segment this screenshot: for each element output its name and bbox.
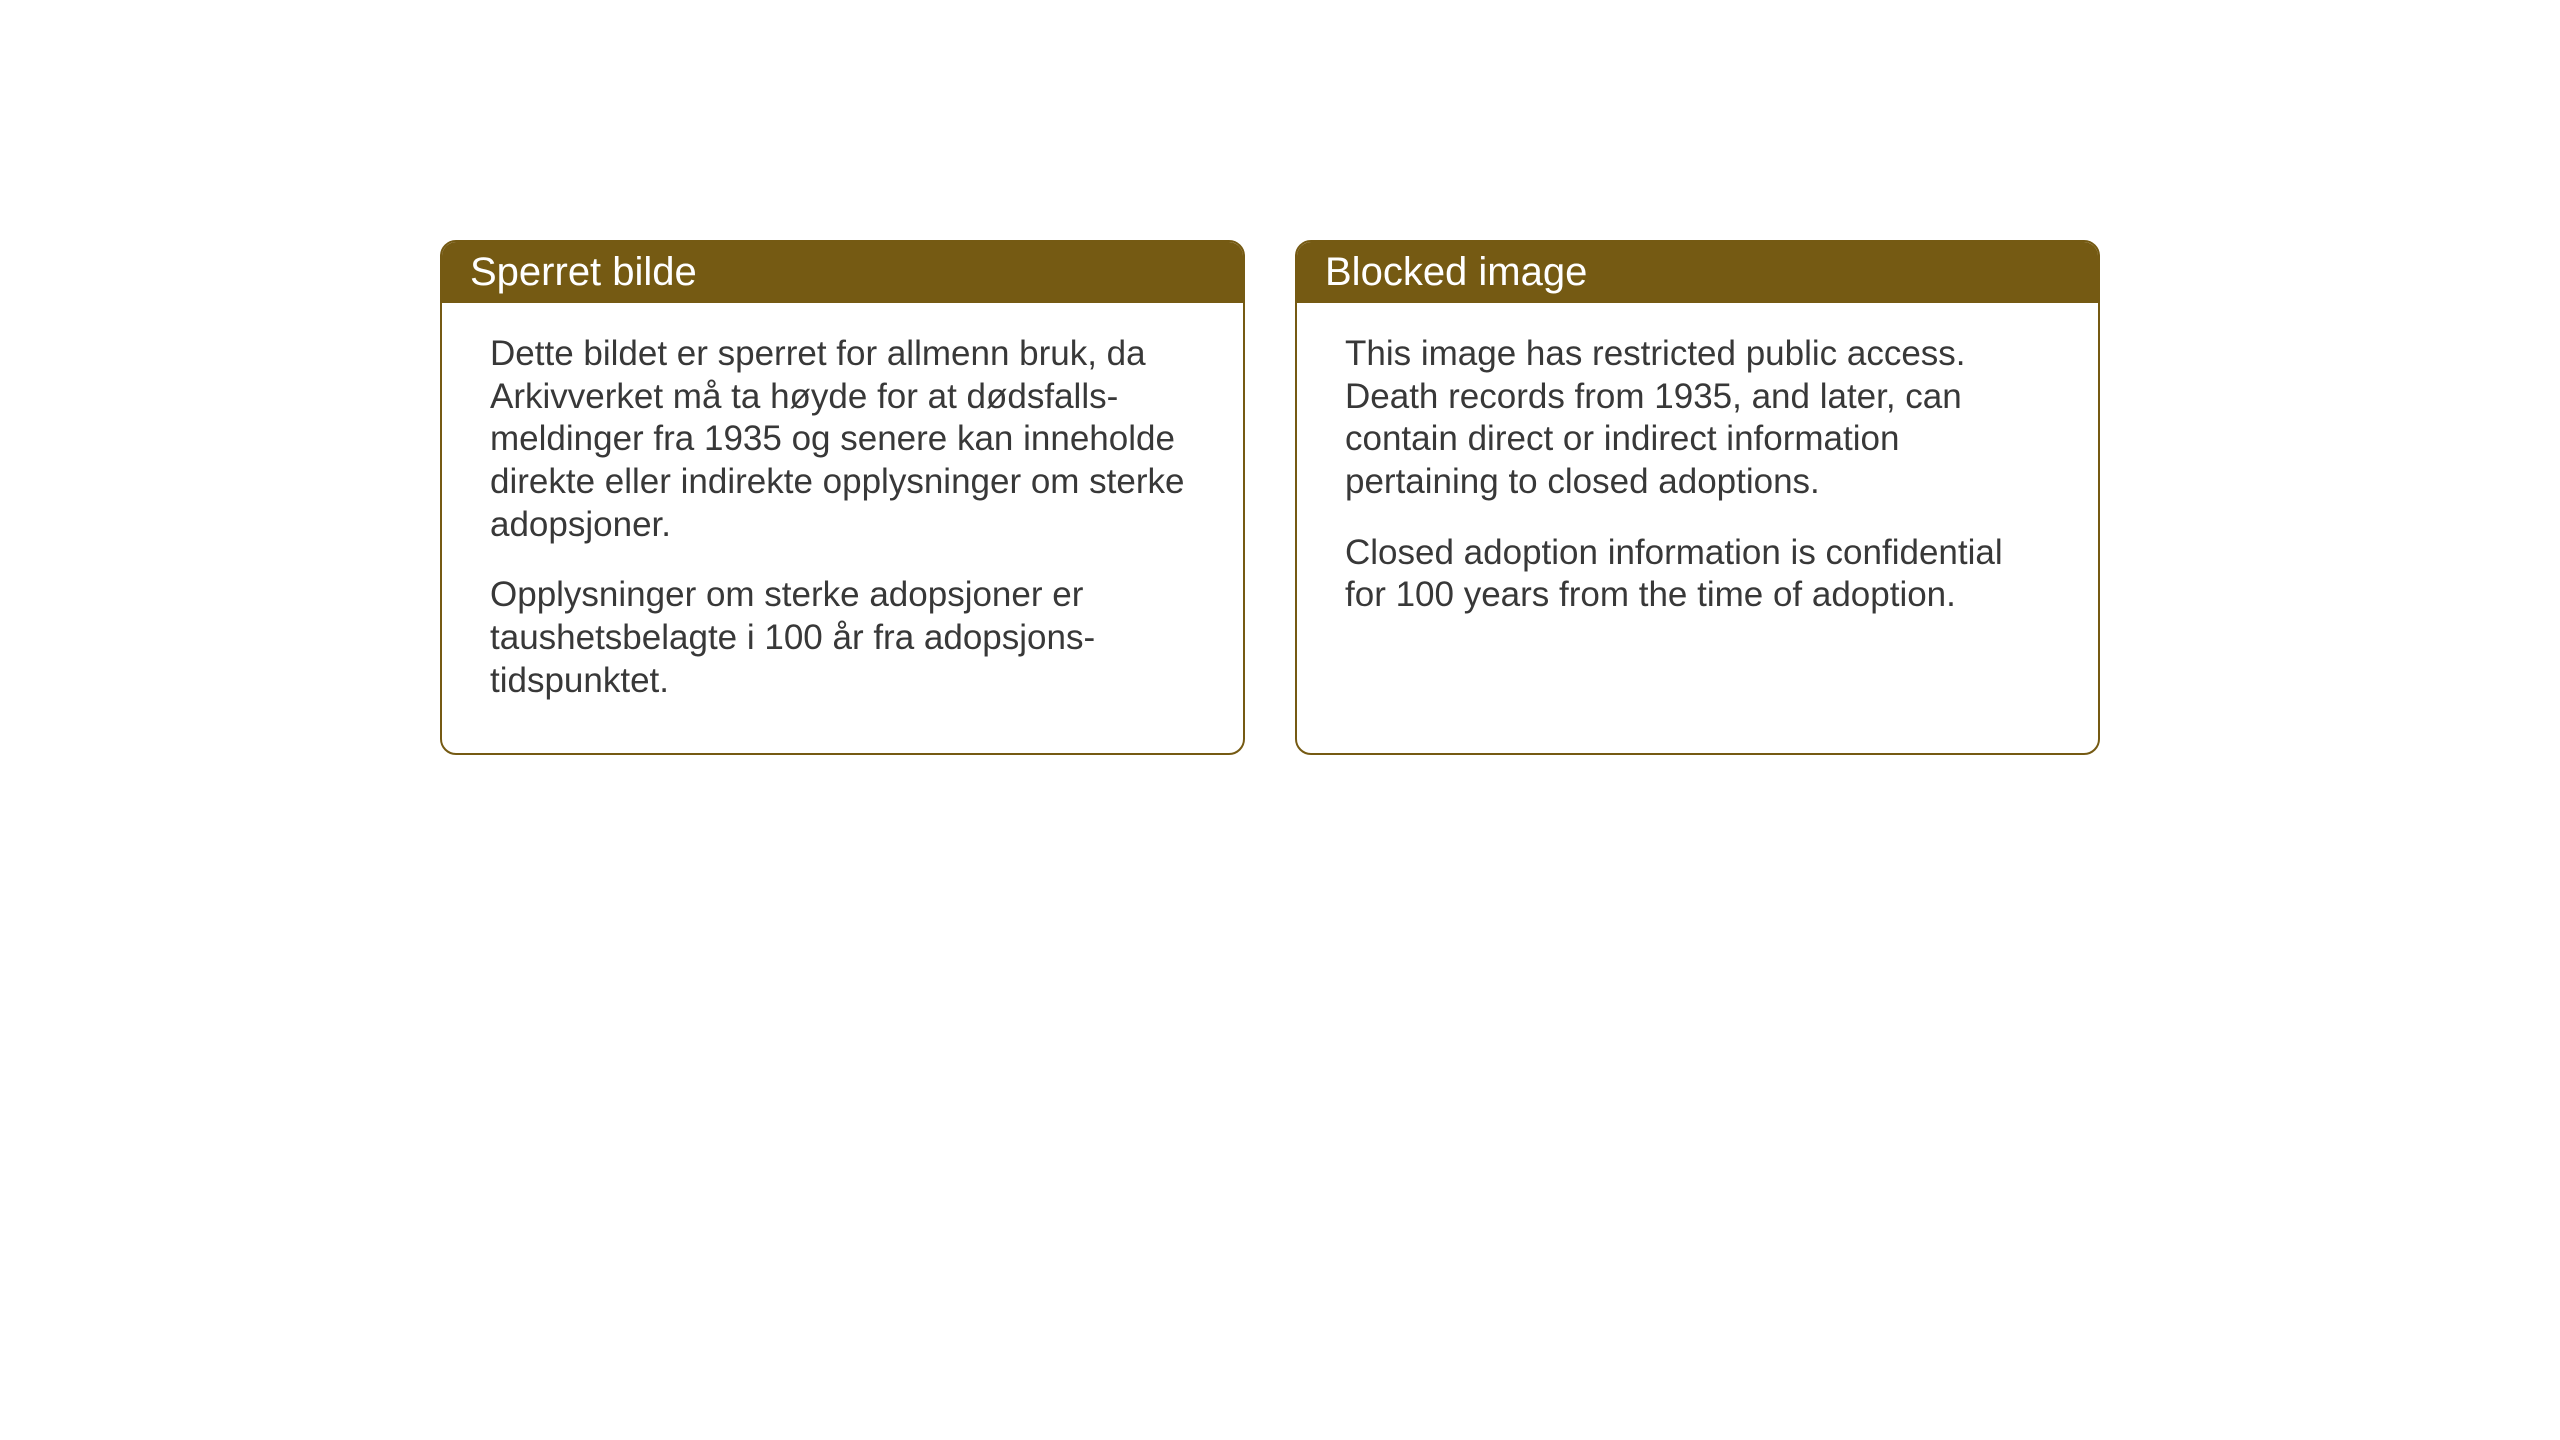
card-header-english: Blocked image [1297,242,2098,303]
card-paragraph-2-english: Closed adoption information is confident… [1345,532,2050,617]
cards-container: Sperret bilde Dette bildet er sperret fo… [440,240,2100,755]
card-paragraph-1-norwegian: Dette bildet er sperret for allmenn bruk… [490,333,1195,546]
card-body-english: This image has restricted public access.… [1297,303,2098,667]
card-body-norwegian: Dette bildet er sperret for allmenn bruk… [442,303,1243,753]
card-title-english: Blocked image [1325,250,1587,294]
card-title-norwegian: Sperret bilde [470,250,697,294]
card-english: Blocked image This image has restricted … [1295,240,2100,755]
card-header-norwegian: Sperret bilde [442,242,1243,303]
card-paragraph-2-norwegian: Opplysninger om sterke adopsjoner er tau… [490,574,1195,702]
card-paragraph-1-english: This image has restricted public access.… [1345,333,2050,504]
card-norwegian: Sperret bilde Dette bildet er sperret fo… [440,240,1245,755]
